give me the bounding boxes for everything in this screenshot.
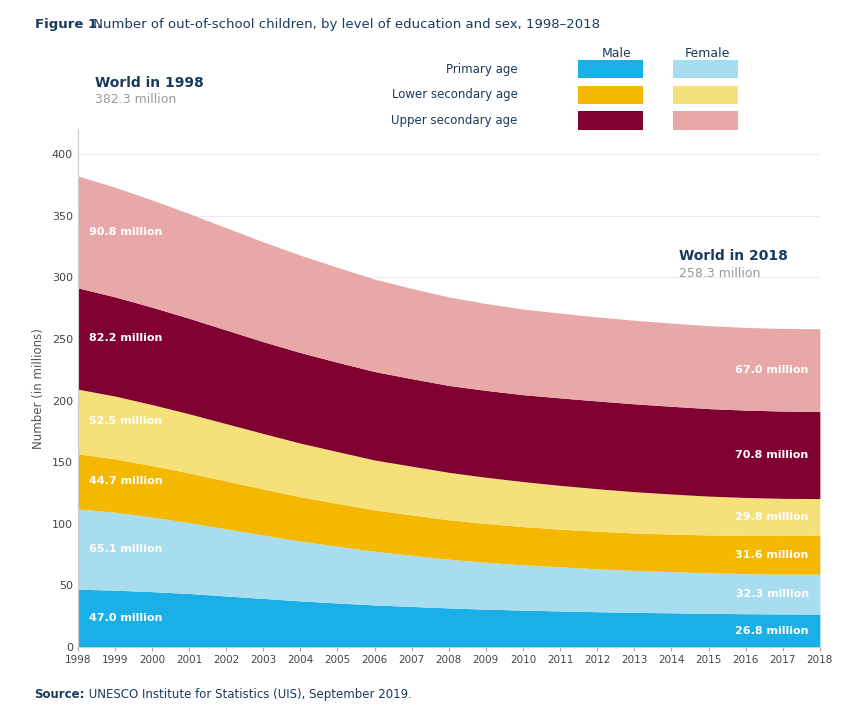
Text: 31.6 million: 31.6 million	[735, 550, 809, 560]
Text: 382.3 million: 382.3 million	[95, 93, 176, 106]
Text: UNESCO Institute for Statistics (UIS), September 2019.: UNESCO Institute for Statistics (UIS), S…	[85, 688, 412, 701]
Text: 65.1 million: 65.1 million	[89, 544, 162, 554]
Text: 52.5 million: 52.5 million	[89, 416, 162, 426]
Text: 70.8 million: 70.8 million	[735, 450, 809, 460]
Text: 29.8 million: 29.8 million	[735, 512, 809, 522]
Text: 67.0 million: 67.0 million	[735, 365, 809, 375]
Y-axis label: Number (in millions): Number (in millions)	[32, 328, 45, 449]
Text: Figure 1.: Figure 1.	[35, 18, 102, 31]
Text: World in 2018: World in 2018	[679, 249, 788, 262]
Text: 44.7 million: 44.7 million	[89, 477, 162, 486]
Text: Upper secondary age: Upper secondary age	[392, 114, 518, 127]
Text: 258.3 million: 258.3 million	[679, 267, 760, 280]
Text: 26.8 million: 26.8 million	[735, 626, 809, 636]
Text: 82.2 million: 82.2 million	[89, 334, 162, 344]
Text: Male: Male	[602, 47, 632, 60]
Text: Female: Female	[685, 47, 730, 60]
Text: Number of out-of-school children, by level of education and sex, 1998–2018: Number of out-of-school children, by lev…	[89, 18, 600, 31]
Text: Source:: Source:	[35, 688, 85, 701]
Text: 90.8 million: 90.8 million	[89, 227, 162, 237]
Text: Primary age: Primary age	[446, 63, 518, 75]
Text: Lower secondary age: Lower secondary age	[392, 88, 518, 101]
Text: 47.0 million: 47.0 million	[89, 613, 162, 623]
Text: World in 1998: World in 1998	[95, 76, 204, 90]
Text: 32.3 million: 32.3 million	[735, 589, 809, 599]
